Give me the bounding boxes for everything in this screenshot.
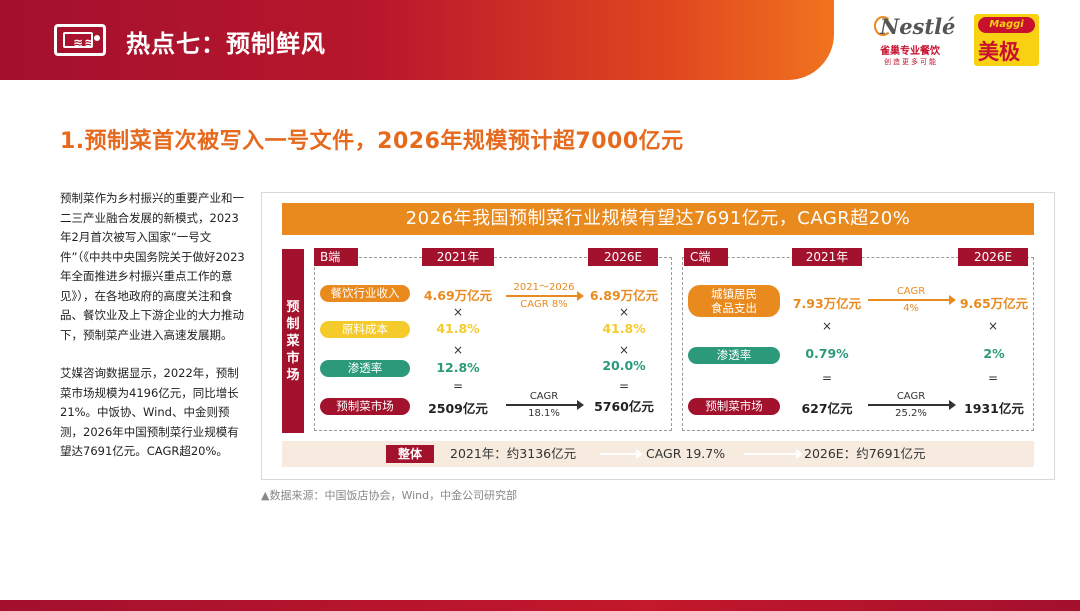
equals-symbol: = [452, 379, 464, 393]
maggi-cn-name: 美极 [978, 40, 1020, 64]
c-market-label: 预制菜市场 [688, 398, 780, 415]
c-col-2021: 2021年 [792, 248, 862, 266]
c-penetration-2026: 2% [983, 346, 1005, 361]
c-spending-cagr: 4% [903, 303, 919, 314]
c-segment-label: C端 [684, 248, 728, 266]
b-revenue-arrow-top: 2021～2026 [513, 282, 575, 293]
b-cost-2026: 41.8% [602, 321, 646, 336]
description-text: 预制菜作为乡村振兴的重要产业和一二三产业融合发展的新模式，2023年2月首次被写… [60, 189, 250, 481]
b-revenue-label: 餐饮行业收入 [320, 285, 410, 302]
maggi-wordmark: Maggi [978, 17, 1035, 33]
equals-symbol: = [987, 371, 999, 385]
c-spending-label-line2: 食品支出 [711, 301, 757, 315]
times-symbol: × [452, 343, 464, 357]
b-cost-2021: 41.8% [436, 321, 480, 336]
times-symbol: × [618, 305, 630, 319]
b-market-2021: 2509亿元 [428, 401, 488, 416]
b-segment-label: B端 [314, 248, 358, 266]
nestle-cn-name: 雀巢专业餐饮 [880, 46, 940, 57]
paragraph-policy: 预制菜作为乡村振兴的重要产业和一二三产业融合发展的新模式，2023年2月首次被写… [60, 191, 245, 342]
c-market-2021: 627亿元 [801, 401, 853, 416]
b-market-2026: 5760亿元 [594, 399, 654, 414]
b-revenue-arrow: 2021～2026 CAGR 8% [506, 278, 584, 310]
arrow-right-icon [506, 291, 584, 301]
b-cost-label: 原料成本 [320, 321, 410, 338]
times-symbol: × [452, 305, 464, 319]
c-market-arrow-top: CAGR [896, 391, 926, 402]
b-penetration-2021: 12.8% [436, 360, 480, 375]
c-penetration-label: 渗透率 [688, 347, 780, 364]
b-revenue-cagr: CAGR 8% [520, 299, 568, 310]
summary-arrow-icon [744, 449, 803, 459]
b-market-label: 预制菜市场 [320, 398, 410, 415]
b-revenue-2021: 4.69万亿元 [423, 288, 493, 303]
summary-arrow-icon [600, 449, 643, 459]
c-spending-2026: 9.65万亿元 [959, 296, 1029, 311]
arrow-right-icon [868, 400, 956, 410]
nestle-logo: Nestlé 雀巢专业餐饮 创造更多可能 [872, 12, 962, 72]
summary-badge: 整体 [386, 445, 434, 463]
c-market-arrow: CAGR 25.2% [868, 391, 956, 419]
c-col-2026: 2026E [958, 248, 1028, 266]
data-source-note: ▲数据来源：中国饭店协会，Wind，中金公司研究部 [261, 489, 518, 502]
times-symbol: × [821, 319, 833, 333]
b-col-2021: 2021年 [422, 248, 494, 266]
c-spending-label: 城镇居民 食品支出 [688, 285, 780, 317]
times-symbol: × [618, 343, 630, 357]
b-market-arrow: CAGR 18.1% [506, 391, 584, 419]
market-size-panel: 2026年我国预制菜行业规模有望达7691亿元，CAGR超20% 预制菜市场 B… [261, 192, 1055, 480]
footer-band [0, 600, 1080, 611]
summary-2021: 2021年：约3136亿元 [450, 446, 577, 461]
arrow-right-icon [506, 400, 584, 410]
nestle-swirl-icon [874, 16, 892, 36]
summary-row: 整体 2021年：约3136亿元 CAGR 19.7% 2026E：约7691亿… [282, 441, 1034, 467]
times-symbol: × [987, 319, 999, 333]
c-spending-arrow: CAGR 4% [868, 286, 956, 314]
arrow-right-icon [868, 295, 956, 305]
b-penetration-label: 渗透率 [320, 360, 410, 377]
header-band [0, 0, 834, 80]
b-market-arrow-top: CAGR [529, 391, 559, 402]
microwave-icon: ≋≋ [54, 24, 106, 56]
c-spending-2021: 7.93万亿元 [792, 296, 862, 311]
b-penetration-2026: 20.0% [602, 358, 646, 373]
b-revenue-2026: 6.89万亿元 [589, 288, 659, 303]
maggi-logo: Maggi 美极 [974, 14, 1039, 66]
b-col-2026: 2026E [588, 248, 658, 266]
c-spending-arrow-top: CAGR [896, 286, 926, 297]
page-title: 热点七：预制鲜风 [126, 30, 326, 58]
section-title: 1.预制菜首次被写入一号文件，2026年规模预计超7000亿元 [60, 129, 684, 154]
panel-title: 2026年我国预制菜行业规模有望达7691亿元，CAGR超20% [282, 203, 1034, 235]
side-label-market: 预制菜市场 [282, 249, 304, 433]
page-header: ≋≋ 热点七：预制鲜风 Nestlé 雀巢专业餐饮 创造更多可能 Maggi 美… [0, 0, 1080, 80]
c-market-2026: 1931亿元 [964, 401, 1024, 416]
paragraph-market-data: 艾媒咨询数据显示，2022年，预制菜市场规模为4196亿元，同比增长21%。中饭… [60, 366, 239, 458]
nestle-tagline: 创造更多可能 [884, 58, 938, 66]
c-spending-label-line1: 城镇居民 [711, 287, 757, 301]
c-market-cagr: 25.2% [895, 408, 927, 419]
nestle-wordmark: Nestlé [880, 14, 956, 39]
b-market-cagr: 18.1% [528, 408, 560, 419]
summary-2026: 2026E：约7691亿元 [804, 446, 926, 461]
equals-symbol: = [618, 379, 630, 393]
summary-cagr: CAGR 19.7% [646, 446, 726, 461]
c-penetration-2021: 0.79% [805, 346, 849, 361]
equals-symbol: = [821, 371, 833, 385]
